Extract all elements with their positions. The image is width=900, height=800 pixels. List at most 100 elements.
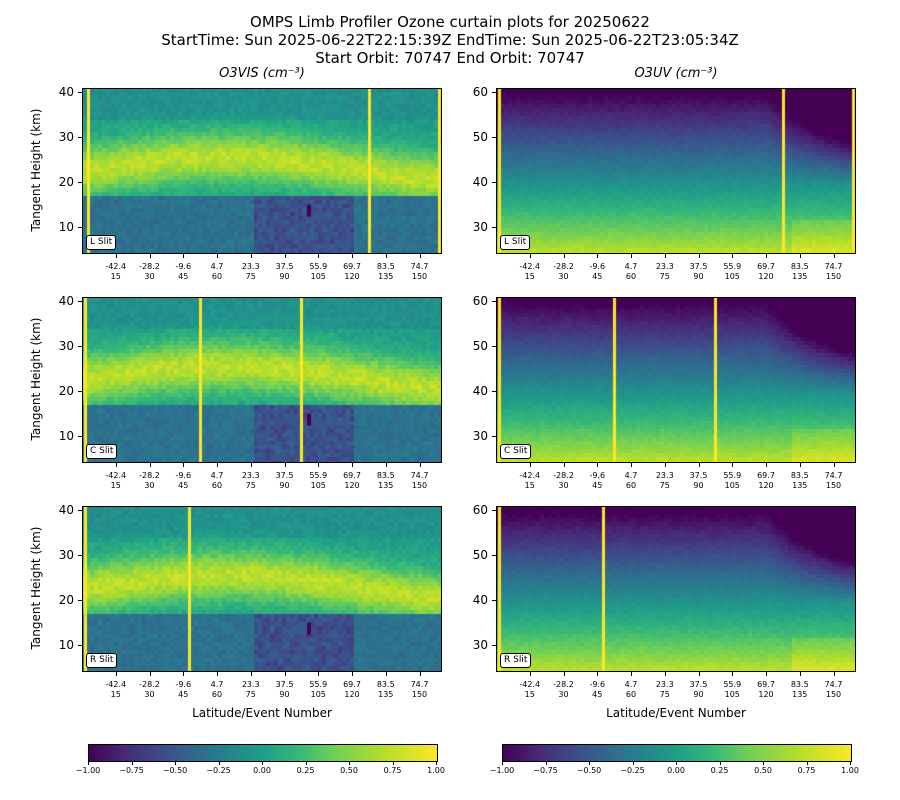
- x-tick-mark: [115, 672, 117, 676]
- y-tick-mark: [492, 227, 496, 229]
- x-tick-event: 120: [758, 690, 774, 699]
- x-tick-event: 135: [378, 690, 394, 699]
- x-tick-latitude: -42.4: [519, 680, 541, 689]
- x-tick-event: 150: [825, 690, 842, 699]
- x-tick-mark: [529, 463, 531, 467]
- x-tick-event: 30: [144, 690, 155, 699]
- x-tick-latitude: -42.4: [105, 680, 127, 689]
- colorbar-tick-label: 0.00: [253, 766, 271, 775]
- x-tick-event: 30: [144, 481, 155, 490]
- x-tick-mark: [799, 463, 801, 467]
- x-tick-event: 120: [344, 690, 360, 699]
- x-axis-label: Latitude/Event Number: [606, 706, 746, 720]
- x-tick-event: 45: [178, 481, 189, 490]
- x-tick-event: 15: [110, 481, 121, 490]
- x-tick-mark: [597, 672, 599, 676]
- colorbar-tick-label: −1.00: [75, 766, 101, 775]
- colorbar-tick-mark: [88, 762, 89, 765]
- colorbar-tick-label: −0.50: [162, 766, 188, 775]
- x-tick-event: 60: [625, 481, 637, 490]
- colorbar-tick-mark: [589, 762, 590, 765]
- x-tick-latitude: 69.7: [343, 262, 361, 271]
- y-tick-mark: [492, 391, 496, 393]
- x-tick-mark: [597, 463, 599, 467]
- x-tick-latitude: -9.6: [175, 262, 192, 271]
- slit-label: R Slit: [500, 653, 532, 668]
- x-tick-mark: [563, 672, 565, 676]
- colorbar-tick-label: −1.00: [489, 766, 515, 775]
- colorbar-tick-label: 1.00: [427, 766, 445, 775]
- x-tick-mark: [631, 463, 632, 467]
- x-tick-mark: [766, 463, 767, 467]
- y-tick-label: 60: [472, 503, 488, 518]
- x-tick-event: 90: [693, 690, 704, 699]
- y-tick-label: 40: [472, 593, 488, 608]
- x-tick-event: 150: [411, 481, 428, 490]
- x-tick-latitude: 4.7: [624, 680, 638, 689]
- y-tick-label: 10: [58, 220, 74, 235]
- colorbar-tick-mark: [175, 762, 176, 765]
- y-tick-label: 40: [58, 85, 74, 100]
- x-tick-mark: [183, 672, 185, 676]
- x-tick-latitude: 55.9: [723, 262, 742, 271]
- colorbar-tick-mark: [632, 762, 634, 765]
- chart-title-line1: OMPS Limb Profiler Ozone curtain plots f…: [250, 13, 650, 31]
- x-tick-mark: [352, 672, 353, 676]
- x-tick-latitude: 83.5: [790, 680, 809, 689]
- x-tick-event: 60: [211, 481, 223, 490]
- x-tick-latitude: 74.7: [824, 471, 843, 480]
- colorbar-tick-mark: [806, 762, 808, 765]
- x-tick-latitude: 74.7: [410, 262, 429, 271]
- x-tick-mark: [250, 463, 252, 467]
- x-tick-event: 150: [411, 272, 428, 281]
- colorbar-tick-label: 0.25: [296, 766, 315, 775]
- y-tick-mark: [78, 182, 82, 184]
- y-tick-mark: [78, 645, 82, 647]
- x-tick-latitude: -28.2: [553, 680, 574, 689]
- x-tick-latitude: 55.9: [723, 471, 742, 480]
- colorbar-tick-label: 0.25: [710, 766, 729, 775]
- x-tick-latitude: 74.7: [410, 680, 429, 689]
- x-tick-latitude: 4.7: [210, 680, 224, 689]
- x-tick-mark: [732, 672, 734, 676]
- y-tick-mark: [492, 645, 496, 647]
- x-tick-latitude: 4.7: [624, 262, 638, 271]
- colorbar-tick-mark: [305, 762, 307, 765]
- y-tick-label: 50: [472, 548, 488, 563]
- colorbar-tick-label: 0.75: [383, 766, 402, 775]
- x-tick-latitude: -9.6: [175, 680, 192, 689]
- x-tick-event: 135: [792, 690, 808, 699]
- y-tick-mark: [78, 555, 82, 557]
- x-tick-event: 15: [110, 690, 121, 699]
- x-tick-mark: [563, 254, 565, 258]
- x-tick-latitude: 37.5: [689, 680, 708, 689]
- panel-title: O3VIS (cm⁻³): [219, 66, 305, 81]
- colorbar-tick-mark: [218, 762, 220, 765]
- x-tick-event: 135: [378, 481, 394, 490]
- x-tick-mark: [385, 254, 387, 258]
- colorbar-tick-label: −0.25: [620, 766, 645, 775]
- slit-label: L Slit: [86, 235, 117, 250]
- x-tick-mark: [115, 254, 117, 258]
- y-tick-mark: [78, 301, 82, 303]
- x-tick-latitude: 37.5: [275, 680, 294, 689]
- x-tick-latitude: 55.9: [309, 262, 328, 271]
- x-tick-event: 120: [758, 272, 774, 281]
- heatmap-canvas: [82, 297, 442, 463]
- y-tick-mark: [78, 600, 82, 602]
- y-tick-mark: [492, 436, 496, 438]
- x-tick-event: 15: [524, 690, 535, 699]
- colorbar-tick-mark: [545, 762, 547, 765]
- x-tick-event: 75: [245, 481, 256, 490]
- x-tick-latitude: -9.6: [589, 680, 606, 689]
- y-tick-label: 10: [58, 429, 74, 444]
- x-tick-event: 45: [178, 272, 189, 281]
- x-tick-event: 105: [724, 690, 740, 699]
- y-axis-label: Tangent Height (km): [29, 526, 43, 650]
- x-tick-event: 120: [344, 272, 360, 281]
- x-tick-event: 90: [693, 481, 704, 490]
- y-axis-label: Tangent Height (km): [29, 108, 43, 232]
- y-tick-mark: [492, 510, 496, 512]
- x-axis-label: Latitude/Event Number: [192, 706, 332, 720]
- x-tick-event: 150: [825, 481, 842, 490]
